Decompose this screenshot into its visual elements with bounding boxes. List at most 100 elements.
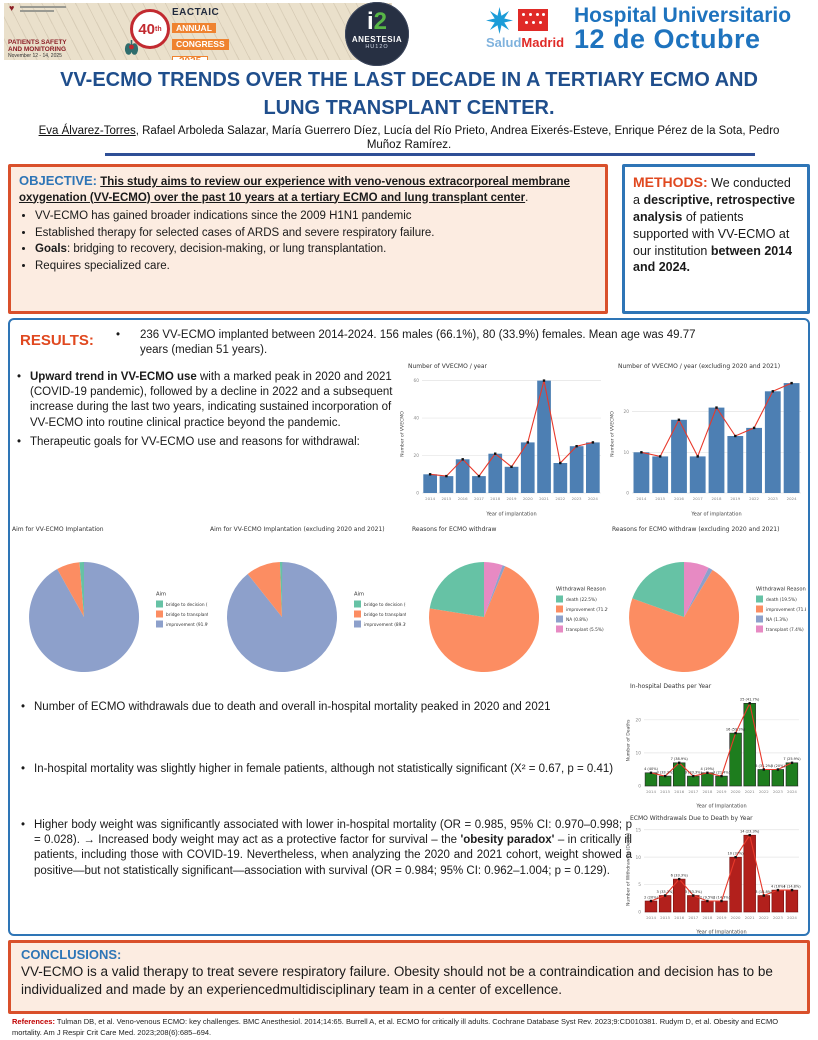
eactaic-heart-icon: ♥ (9, 3, 15, 13)
svg-text:3 (33.3%): 3 (33.3%) (656, 771, 674, 775)
svg-text:transplant (7.4%): transplant (7.4%) (766, 627, 804, 633)
congress-dates: November 12 - 14, 2025 (8, 53, 62, 60)
svg-text:3 (21.4%): 3 (21.4%) (713, 771, 731, 775)
salud-star-icon (486, 7, 513, 39)
methods-section: METHODS: We conducted a descriptive, ret… (622, 164, 810, 314)
svg-text:Year of Implantation: Year of Implantation (695, 930, 746, 936)
svg-text:3 (18.8%): 3 (18.8%) (755, 890, 773, 894)
objective-goals-bold: Goals (35, 243, 67, 256)
svg-text:2016: 2016 (458, 496, 468, 501)
svg-text:0: 0 (626, 491, 629, 497)
svg-text:2 (20%): 2 (20%) (644, 895, 658, 899)
results-obesity-bold: 'obesity paradox' (460, 834, 555, 847)
svg-text:NA (0.8%): NA (0.8%) (566, 617, 588, 623)
results-bullet-trend: Upward trend in VV-ECMO use with a marke… (16, 370, 406, 431)
svg-text:2016: 2016 (674, 496, 684, 501)
svg-text:2019: 2019 (507, 496, 517, 501)
svg-text:10: 10 (636, 751, 642, 757)
svg-text:2017: 2017 (688, 789, 698, 794)
results-section: RESULTS: 236 VV-ECMO implanted between 2… (8, 318, 814, 936)
i2-digit-2: 2 (373, 8, 388, 35)
svg-text:transplant (5.5%): transplant (5.5%) (566, 627, 604, 633)
svg-text:5 (20%): 5 (20%) (771, 764, 785, 768)
svg-text:Aim: Aim (354, 592, 364, 598)
svg-text:Year of Implantation: Year of Implantation (695, 804, 746, 810)
svg-text:2021: 2021 (745, 915, 755, 920)
svg-text:improvement (89.3%): improvement (89.3%) (364, 622, 406, 628)
results-label: RESULTS: (20, 332, 94, 349)
congress-annual-chip: ANNUAL (172, 22, 216, 34)
svg-text:2022: 2022 (555, 496, 565, 501)
svg-text:14 (23.3%): 14 (23.3%) (740, 830, 760, 834)
svg-text:2022: 2022 (749, 496, 759, 501)
svg-text:2020: 2020 (731, 789, 741, 794)
svg-text:7 (38.9%): 7 (38.9%) (671, 757, 689, 761)
svg-text:2016: 2016 (674, 789, 684, 794)
methods-text-2: of patients supported with VV-ECMO at ou… (633, 209, 790, 258)
results-bullet-mortality-sex: In-hospital mortality was slightly highe… (20, 762, 634, 777)
svg-text:2014: 2014 (646, 915, 656, 920)
anesthesia-label: ANESTESIA (351, 35, 403, 44)
hospital-logo-block: SaludMadrid Hospital Universitario 12 de… (486, 5, 812, 61)
svg-text:40: 40 (414, 416, 420, 422)
methods-text-bold-2: between 2014 and 2024. (633, 243, 793, 275)
svg-text:20: 20 (414, 453, 420, 459)
first-author: Eva Álvarez-Torres (38, 125, 136, 137)
congress-topic-line1: PATIENTS SAFETY (8, 39, 67, 46)
methods-text-1: We conducted a (633, 176, 791, 207)
svg-text:Year of implantation: Year of implantation (485, 512, 536, 518)
svg-text:bridge to decision (1.3%): bridge to decision (1.3%) (166, 602, 208, 608)
references-block: References: Tulman DB, et al. Veno-venou… (12, 1017, 806, 1038)
svg-text:5 (31.2%): 5 (31.2%) (755, 764, 773, 768)
chart-vvecmo-per-year: Number of VVECMO / year 0 20 40 60 2014 2015 20… (398, 360, 606, 518)
svg-text:0: 0 (416, 491, 419, 497)
svg-text:ECMO Withdrawals Due to Death: ECMO Withdrawals Due to Death by Year (630, 815, 753, 822)
svg-text:improvement (91.9%): improvement (91.9%) (166, 622, 208, 628)
poster-title: VV-ECMO TRENDS OVER THE LAST DECADE IN A… (60, 69, 758, 119)
svg-text:2015: 2015 (441, 496, 451, 501)
results-bullet-goals: Therapeutic goals for VV-ECMO use and re… (16, 435, 406, 450)
svg-text:2019: 2019 (717, 789, 727, 794)
svg-text:improvement (71.8%): improvement (71.8%) (766, 607, 806, 613)
results-trend-rest: with a marked peak in 2020 and 2021 (COV… (30, 371, 393, 429)
results-obesity-pre: Higher body weight was significantly ass… (34, 819, 632, 847)
anesthesia-hu12o-logo: i2 ANESTESIA HU12O (345, 2, 409, 66)
results-bullet-withdrawals-peak: Number of ECMO withdrawals due to death … (20, 700, 634, 715)
svg-text:5: 5 (638, 882, 641, 888)
pie-aim-implantation: Aim for VV-ECMO Implantation Aim bridge to… (10, 522, 225, 698)
objective-bullet-3: Goals: bridging to recovery, decision-ma… (35, 242, 597, 258)
banner-decor-bar (20, 10, 54, 12)
svg-text:2015: 2015 (660, 915, 670, 920)
svg-text:2023: 2023 (572, 496, 582, 501)
i2-monogram: i2 (345, 10, 409, 34)
svg-text:3 (33.3%): 3 (33.3%) (656, 890, 674, 894)
svg-text:2018: 2018 (702, 789, 712, 794)
svg-text:2019: 2019 (717, 915, 727, 920)
conclusions-label: CONCLUSIONS: (21, 947, 122, 962)
pie-withdraw-reasons: Reasons for ECMO withdraw Withdrawal Reas… (410, 522, 614, 698)
conclusions-section: CONCLUSIONS: VV-ECMO is a valid therapy … (8, 940, 810, 1014)
objective-label: OBJECTIVE: (19, 173, 98, 188)
results-trend-bold: Upward trend in VV-ECMO use (30, 371, 197, 383)
author-list: Eva Álvarez-Torres, Rafael Arboleda Sala… (34, 124, 784, 153)
svg-text:10: 10 (636, 855, 642, 861)
svg-text:3 (33.3%): 3 (33.3%) (685, 890, 703, 894)
objective-goals-rest: : bridging to recovery, decision-making,… (66, 243, 387, 256)
svg-text:2015: 2015 (655, 496, 665, 501)
svg-text:Number of Withdrawals (Death): Number of Withdrawals (Death) (626, 833, 632, 906)
congress-congress-chip: CONGRESS (172, 39, 229, 51)
svg-text:Aim: Aim (156, 592, 166, 598)
objective-intro-period: . (525, 191, 529, 204)
chart-inhospital-deaths: In-hospital Deaths per Year 0 10 20 2014 2015… (624, 680, 804, 810)
madrid-word: Madrid (521, 35, 565, 50)
lungs-icon (124, 39, 139, 60)
pie-aim-implantation-excluding: Aim for VV-ECMO Implantation (excluding … (208, 522, 426, 698)
svg-text:In-hospital Deaths per Year: In-hospital Deaths per Year (630, 683, 712, 690)
svg-text:2 (14.3%): 2 (14.3%) (713, 895, 731, 899)
svg-text:4 (19%): 4 (19%) (700, 767, 714, 771)
congress-topic-line2: AND MONITORING (8, 46, 67, 54)
svg-text:20: 20 (636, 717, 642, 723)
svg-text:Aim for VV-ECMO Implantation (: Aim for VV-ECMO Implantation (excluding … (210, 526, 385, 533)
svg-text:Number of VVECMO: Number of VVECMO (400, 411, 406, 457)
